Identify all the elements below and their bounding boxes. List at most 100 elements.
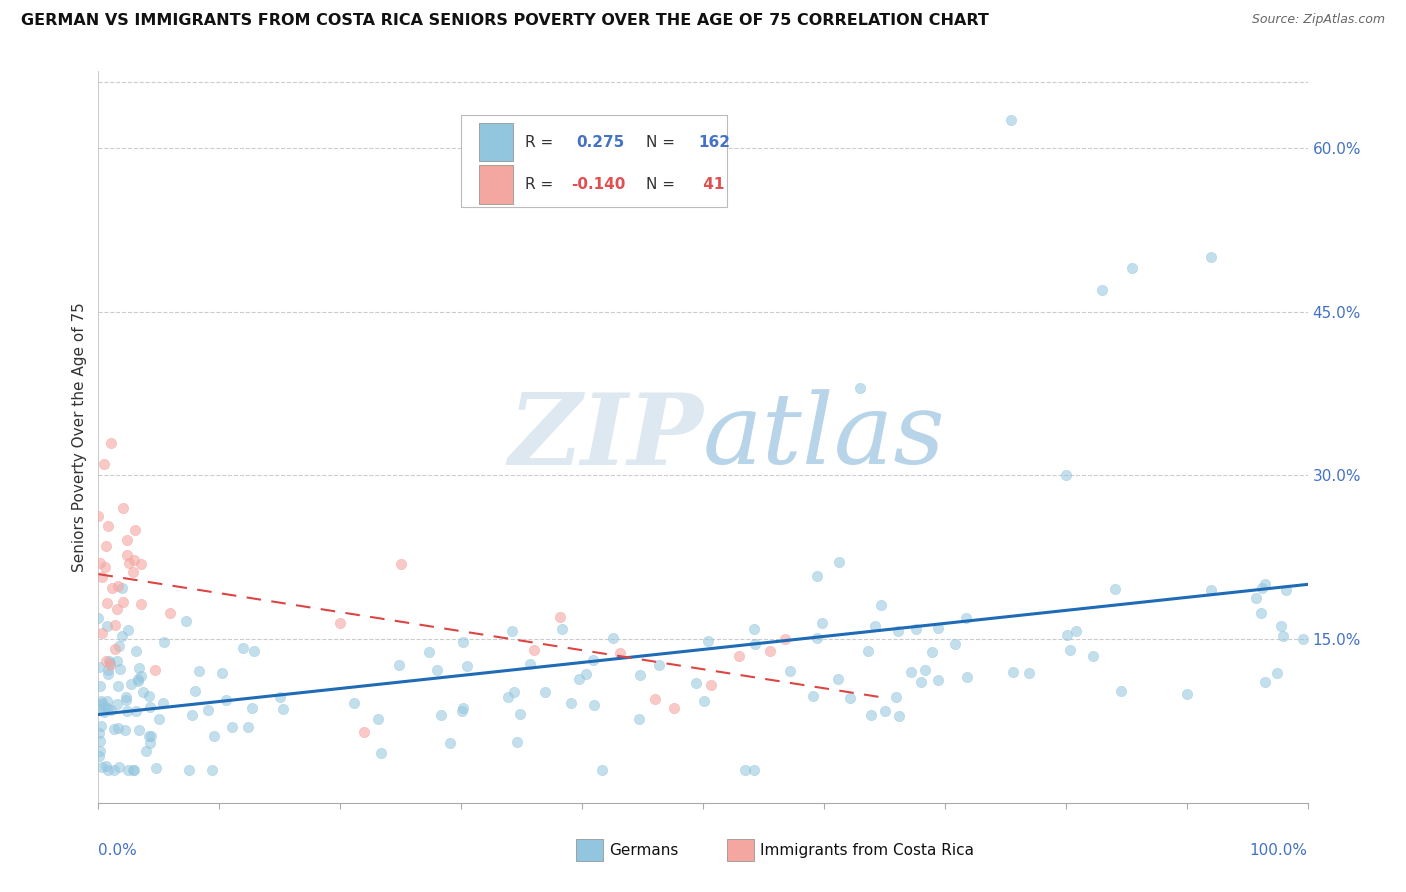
Point — [1244, 591, 1267, 605]
FancyBboxPatch shape — [479, 123, 513, 161]
Point — [90, 570, 112, 584]
Point — [534, 685, 557, 699]
Point — [519, 657, 541, 671]
Point — [101, 582, 124, 596]
Text: Germans: Germans — [609, 843, 678, 858]
Point — [418, 645, 440, 659]
Point — [138, 689, 160, 703]
Point — [914, 663, 936, 677]
Point — [153, 635, 176, 649]
Point — [107, 639, 129, 653]
Point — [827, 556, 849, 570]
Point — [662, 701, 685, 715]
Point — [90, 696, 112, 710]
Y-axis label: Seniors Poverty Over the Age of 75: Seniors Poverty Over the Age of 75 — [72, 302, 87, 572]
Point — [125, 704, 148, 718]
Point — [502, 685, 524, 699]
Point — [122, 553, 145, 567]
Point — [1250, 606, 1272, 620]
Point — [94, 539, 117, 553]
Point — [728, 648, 751, 663]
Point — [451, 634, 474, 648]
Point — [96, 619, 118, 633]
Point — [700, 678, 723, 692]
Point — [174, 615, 197, 629]
Point — [96, 693, 118, 707]
Point — [943, 637, 966, 651]
Point — [886, 624, 908, 639]
Point — [506, 735, 529, 749]
Point — [89, 556, 111, 570]
Point — [734, 763, 756, 777]
Point — [107, 721, 129, 735]
Point — [94, 699, 117, 714]
Point — [240, 701, 263, 715]
Point — [243, 644, 266, 658]
Point — [353, 724, 375, 739]
Point — [628, 668, 651, 682]
Point — [367, 712, 389, 726]
Point — [105, 697, 128, 711]
Point — [202, 729, 225, 743]
Point — [388, 657, 411, 672]
Point — [1199, 582, 1222, 597]
Point — [104, 641, 127, 656]
Point — [139, 736, 162, 750]
Point — [89, 733, 111, 747]
Point — [1064, 624, 1087, 639]
Point — [87, 698, 110, 713]
Point — [108, 662, 131, 676]
Point — [856, 644, 879, 658]
Point — [697, 634, 720, 648]
Point — [97, 763, 120, 777]
Point — [117, 705, 139, 719]
Point — [839, 691, 862, 706]
Point — [105, 602, 128, 616]
Point — [439, 736, 461, 750]
Point — [128, 660, 150, 674]
Point — [693, 694, 716, 708]
Point — [114, 692, 136, 706]
Point — [806, 631, 828, 645]
Point — [860, 707, 883, 722]
Point — [927, 621, 949, 635]
Point — [609, 646, 631, 660]
Point — [927, 673, 949, 687]
Point — [742, 763, 765, 777]
Point — [370, 746, 392, 760]
Point — [955, 611, 977, 625]
Point — [97, 653, 120, 667]
Point — [124, 523, 146, 537]
Point — [181, 707, 204, 722]
Point — [269, 690, 291, 704]
Point — [849, 381, 872, 395]
Point — [773, 632, 796, 647]
Point — [548, 610, 571, 624]
Point — [1081, 648, 1104, 663]
Point — [89, 744, 111, 758]
Point — [211, 666, 233, 681]
Point — [887, 709, 910, 723]
Point — [523, 643, 546, 657]
Text: -0.140: -0.140 — [571, 177, 626, 192]
Point — [105, 654, 128, 668]
FancyBboxPatch shape — [479, 166, 513, 203]
Point — [1270, 618, 1292, 632]
Point — [107, 579, 129, 593]
Point — [107, 679, 129, 693]
Point — [98, 658, 121, 673]
Point — [560, 696, 582, 710]
Text: 0.275: 0.275 — [576, 135, 624, 150]
Point — [97, 667, 120, 681]
Point — [870, 599, 893, 613]
Point — [779, 664, 801, 678]
Point — [152, 696, 174, 710]
Text: N =: N = — [647, 135, 681, 150]
Point — [1175, 687, 1198, 701]
Point — [184, 684, 207, 698]
Point — [758, 643, 780, 657]
Point — [591, 763, 613, 777]
Point — [271, 702, 294, 716]
Point — [900, 665, 922, 679]
Point — [956, 669, 979, 683]
